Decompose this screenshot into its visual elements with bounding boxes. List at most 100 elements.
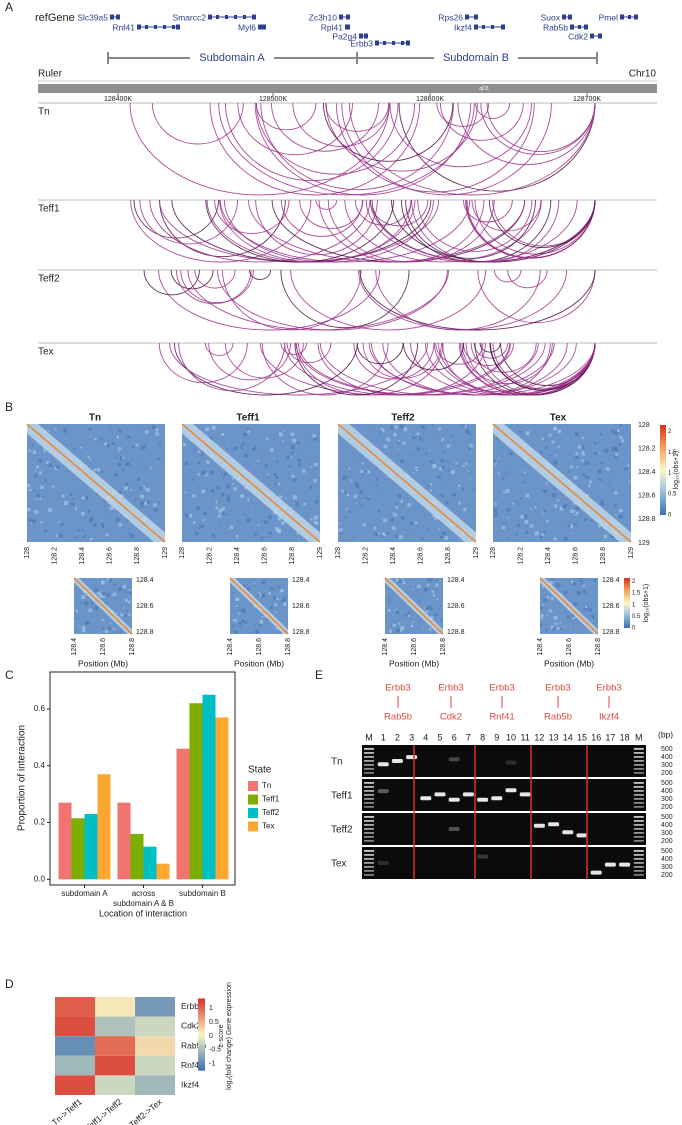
contact-noise xyxy=(525,493,530,498)
contact-noise xyxy=(126,461,130,466)
contact-noise xyxy=(608,483,610,485)
gel-band xyxy=(491,796,503,801)
contact-noise xyxy=(422,627,424,629)
contact-noise xyxy=(542,612,545,614)
ladder-band xyxy=(633,772,644,774)
contact-noise xyxy=(540,536,543,539)
subdomain-label-bg xyxy=(434,51,518,65)
contact-noise xyxy=(32,450,37,455)
contact-noise xyxy=(573,514,576,516)
contact-noise xyxy=(400,625,405,630)
ladder-band xyxy=(633,756,644,758)
ruler-tick-label: 128400K xyxy=(104,96,132,103)
contact-noise xyxy=(209,470,214,475)
contact-noise xyxy=(361,462,364,465)
ruler-tick-label: 128600K xyxy=(416,96,444,103)
colorbar-step xyxy=(198,1061,205,1065)
lane-label: M xyxy=(635,732,643,742)
lane-label: 17 xyxy=(605,732,615,742)
contact-noise xyxy=(243,584,246,588)
contact-noise xyxy=(493,512,498,517)
contact-noise xyxy=(455,512,458,514)
contact-noise xyxy=(267,473,270,476)
interaction-arc xyxy=(175,269,252,305)
column-label: Teff1->Teff2 xyxy=(83,1096,124,1125)
contact-noise xyxy=(234,618,238,622)
contact-noise xyxy=(128,591,132,594)
gene-label: Zc3h10 xyxy=(309,12,338,22)
contact-noise xyxy=(458,501,461,505)
gel-band xyxy=(562,830,574,835)
contact-noise xyxy=(574,432,579,437)
contact-noise xyxy=(553,537,557,541)
ladder-band xyxy=(633,752,644,754)
x-tick-label: across subdomain A & B xyxy=(113,889,174,908)
y-tick-label: 0.0 xyxy=(34,874,46,883)
gel-row-label: Teff1 xyxy=(331,791,353,802)
contact-noise xyxy=(397,441,400,445)
x-tick-label: 128.6 xyxy=(107,547,114,565)
contact-noise xyxy=(563,591,568,595)
contact-noise xyxy=(355,427,357,429)
interaction-arc xyxy=(405,199,536,259)
contact-noise xyxy=(581,580,583,582)
contact-noise xyxy=(452,492,456,497)
contact-noise xyxy=(437,475,441,479)
contact-noise xyxy=(253,532,257,536)
contact-noise xyxy=(99,438,103,442)
contact-noise xyxy=(140,501,145,506)
colorbar-step xyxy=(198,1016,205,1020)
contact-noise xyxy=(34,510,39,514)
contact-noise xyxy=(553,504,558,508)
contact-noise xyxy=(516,533,519,536)
heatmap-cell xyxy=(135,1036,175,1056)
contact-noise xyxy=(275,627,278,629)
interaction-arc xyxy=(214,199,290,234)
ladder-label: 300 xyxy=(661,830,673,837)
x-tick-label: 128.4 xyxy=(71,638,78,656)
interaction-arc xyxy=(486,102,596,152)
x-tick-label: 128.6 xyxy=(418,547,425,565)
bar xyxy=(58,802,72,880)
y-tick-label: 128.4 xyxy=(292,577,310,584)
contact-noise xyxy=(209,437,213,441)
contact-noise xyxy=(83,535,87,538)
interaction-arc xyxy=(149,199,371,263)
ladder-band xyxy=(633,824,644,826)
contact-noise xyxy=(63,428,68,433)
contact-noise xyxy=(202,519,205,522)
contact-noise xyxy=(376,532,380,535)
ladder-band xyxy=(364,786,374,788)
bar xyxy=(215,717,229,880)
contact-noise xyxy=(30,521,33,524)
lane-label: 11 xyxy=(521,732,530,742)
contact-noise xyxy=(261,580,266,585)
contact-noise xyxy=(392,623,396,627)
contact-noise xyxy=(425,606,429,611)
contact-noise xyxy=(438,427,442,431)
contact-noise xyxy=(104,442,108,446)
contact-noise xyxy=(109,622,112,625)
map-title: Teff1 xyxy=(236,413,260,424)
contact-noise xyxy=(114,473,118,477)
ladder-band xyxy=(633,850,644,852)
y-tick-label: 0.2 xyxy=(34,818,46,827)
interaction-arc xyxy=(143,269,200,296)
y-tick-label: 128.2 xyxy=(638,445,656,452)
contact-noise xyxy=(115,612,118,615)
contact-noise xyxy=(534,531,539,536)
colorbar-tick-label: 0 xyxy=(209,1033,213,1040)
y-tick-label: 128.6 xyxy=(638,493,656,500)
contact-noise xyxy=(243,432,247,436)
contact-noise xyxy=(122,585,126,589)
x-tick-label: 128.8 xyxy=(289,547,296,565)
x-tick-label: 129 xyxy=(317,547,324,559)
contact-noise xyxy=(101,627,104,630)
lane-label: 15 xyxy=(577,732,587,742)
interaction-arc xyxy=(284,342,511,396)
contact-noise xyxy=(544,490,547,493)
contact-noise xyxy=(113,583,116,586)
gel-band xyxy=(533,823,545,828)
contact-noise xyxy=(571,613,576,618)
contact-noise xyxy=(376,477,379,480)
